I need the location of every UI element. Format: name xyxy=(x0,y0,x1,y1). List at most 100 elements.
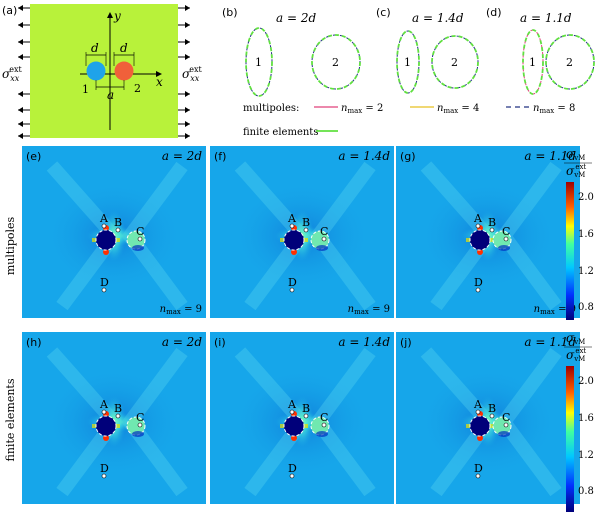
point-D-label: D xyxy=(100,276,109,289)
inclusion-2-field xyxy=(126,416,146,436)
map-2-nmax: nmax = 9 xyxy=(534,304,576,316)
shape-b-2-label: 2 xyxy=(332,56,339,69)
inclusion-2 xyxy=(114,61,134,81)
shape-c-2-label: 2 xyxy=(451,56,458,69)
legend-n2-text: nmax = 2 xyxy=(341,103,383,115)
inclusion-2-field xyxy=(126,230,146,250)
stress-map-0: A B C D (e) a = 2d nmax = 9 xyxy=(22,146,206,318)
dim-d1-label: d xyxy=(91,41,99,55)
map-2-title: a = 1.1d xyxy=(524,149,576,163)
inclusion-1-field xyxy=(95,229,117,251)
inclusion-2-label: 2 xyxy=(134,82,141,95)
panel-c: (c) a = 1.4d 1 2 xyxy=(376,6,479,94)
point-B-label: B xyxy=(302,216,310,229)
panel-b-label: (b) xyxy=(222,6,238,19)
colorbar-top-scale xyxy=(566,182,574,320)
shape-d-1 xyxy=(522,29,544,95)
point-D xyxy=(475,473,481,479)
panel-c-title: a = 1.4d xyxy=(412,11,464,25)
point-A-label: A xyxy=(287,212,297,225)
dim-d2-label: d xyxy=(120,41,128,55)
point-C-label: C xyxy=(502,225,510,238)
point-A-label: A xyxy=(473,398,483,411)
stress-map-1: A BC D (f) a = 1.4d nmax = 9 xyxy=(210,146,394,318)
colorbar-bottom-scale xyxy=(566,366,574,512)
point-A-label: A xyxy=(99,398,109,411)
colorbar-bottom-tick-3: 0.8 xyxy=(578,486,594,497)
point-C-label: C xyxy=(502,411,510,424)
point-C-label: C xyxy=(320,411,328,424)
point-D xyxy=(101,473,107,479)
map-0-title: a = 2d xyxy=(162,149,202,163)
point-C xyxy=(321,422,327,428)
panel-d-label: (d) xyxy=(486,6,502,19)
point-D xyxy=(475,287,481,293)
point-A xyxy=(101,409,107,415)
colorbar-top: σvM σvMext 2.0 1.6 1.2 0.8 xyxy=(564,147,594,320)
legend-n4-text: nmax = 4 xyxy=(437,103,479,115)
point-B xyxy=(303,227,309,233)
point-D-label: D xyxy=(474,276,483,289)
map-1-title: a = 1.4d xyxy=(338,149,390,163)
point-D-label: D xyxy=(288,276,297,289)
inclusion-1-field xyxy=(469,229,491,251)
map-1-label: (f) xyxy=(214,150,226,163)
colorbar-bottom-num: σvM xyxy=(566,331,585,346)
colorbar-top-tick-0: 2.0 xyxy=(578,192,594,203)
point-B-label: B xyxy=(114,216,122,229)
colorbar-bottom: σvM σvMext 2.0 1.6 1.2 0.8 xyxy=(564,331,594,512)
point-A xyxy=(475,223,481,229)
panel-b: (b) a = 2d 1 2 xyxy=(222,6,361,97)
colorbar-top-den: σvMext xyxy=(566,163,586,179)
row-label-finite-elements: finite elements xyxy=(4,378,17,461)
point-B-label: B xyxy=(488,402,496,415)
colorbar-top-tick-3: 0.8 xyxy=(578,302,594,313)
map-3-label: (h) xyxy=(26,336,42,349)
point-B-label: B xyxy=(114,402,122,415)
map-0-label: (e) xyxy=(26,150,41,163)
map-5-title: a = 1.1d xyxy=(524,335,576,349)
point-C xyxy=(503,236,509,242)
point-C xyxy=(137,236,143,242)
point-B xyxy=(303,413,309,419)
shape-b-1 xyxy=(245,27,273,97)
colorbar-bottom-den: σvMext xyxy=(566,347,586,363)
point-C xyxy=(503,422,509,428)
shape-b-1-label: 1 xyxy=(255,56,262,69)
point-A-label: A xyxy=(287,398,297,411)
map-4-label: (i) xyxy=(214,336,226,349)
inclusion-2-field xyxy=(310,230,330,250)
dim-a-label: a xyxy=(107,88,114,102)
inclusion-1 xyxy=(86,61,106,81)
stress-map-3: A B C D (h) a = 2d xyxy=(22,332,206,504)
point-C-label: C xyxy=(136,225,144,238)
map-0-nmax: nmax = 9 xyxy=(160,304,202,316)
point-C xyxy=(137,422,143,428)
inclusion-1-field xyxy=(283,229,305,251)
inclusion-2-field xyxy=(310,416,330,436)
shape-c-1-label: 1 xyxy=(404,56,411,69)
row-label-multipoles: multipoles xyxy=(4,216,17,275)
point-D-label: D xyxy=(288,462,297,475)
inclusion-2-field xyxy=(492,230,512,250)
legend-multipoles: multipoles: xyxy=(243,103,299,114)
inclusion-1-field xyxy=(95,415,117,437)
colorbar-bottom-tick-2: 1.2 xyxy=(578,450,594,461)
point-B-label: B xyxy=(302,402,310,415)
colorbar-top-tick-2: 1.2 xyxy=(578,266,594,277)
sigma-right-label: σxxext xyxy=(182,65,202,83)
colorbar-bottom-tick-1: 1.6 xyxy=(578,413,594,424)
inclusion-1-field xyxy=(469,415,491,437)
point-A xyxy=(289,223,295,229)
shape-d-2-label: 2 xyxy=(566,56,573,69)
panel-a-label: (a) xyxy=(2,4,17,17)
shape-d-1-label: 1 xyxy=(529,56,536,69)
map-3-title: a = 2d xyxy=(162,335,202,349)
point-B-label: B xyxy=(488,216,496,229)
point-B xyxy=(489,227,495,233)
point-D xyxy=(289,473,295,479)
point-B xyxy=(115,413,121,419)
point-A xyxy=(101,223,107,229)
